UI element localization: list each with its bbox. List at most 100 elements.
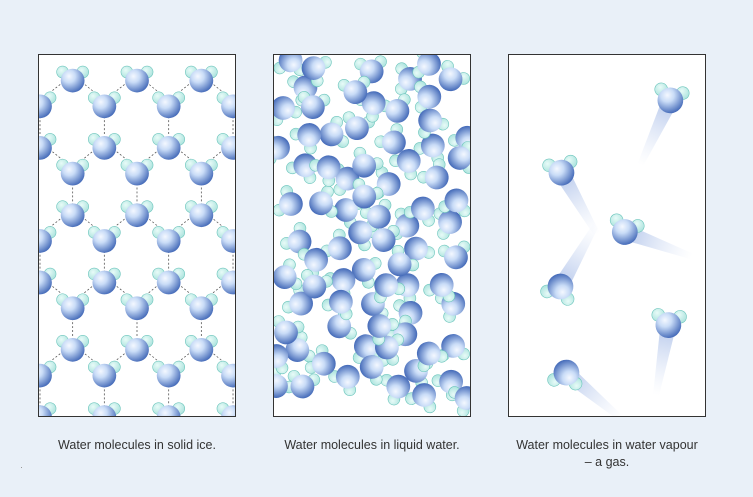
water-molecule-icon: [438, 188, 470, 218]
solid-ice-panel: [38, 54, 236, 417]
water-molecule-icon: [39, 360, 57, 388]
water-molecule-icon: [423, 272, 456, 303]
water-molecule-icon: [297, 247, 328, 279]
water-molecule-icon: [87, 402, 121, 416]
water-molecule-icon: [87, 360, 121, 388]
water-molecule-icon: [56, 335, 89, 362]
water-molecule-icon: [418, 108, 450, 139]
water-molecule-icon: [372, 166, 401, 199]
motion-trail-icon: [622, 224, 693, 260]
water-molecule-icon: [274, 344, 289, 375]
water-molecule-icon: [328, 364, 360, 397]
water-molecule-icon: [56, 200, 89, 228]
water-molecule-icon: [185, 65, 218, 93]
water-molecule-icon: [609, 213, 645, 245]
water-molecule-icon: [360, 198, 392, 229]
water-molecule-icon: [120, 335, 154, 362]
water-molecule-icon: [120, 200, 154, 228]
water-molecule-icon: [319, 116, 349, 148]
caption-line: Water molecules in solid ice.: [58, 438, 216, 452]
water-molecule-icon: [216, 133, 235, 160]
water-molecule-icon: [274, 132, 290, 165]
water-molecule-icon: [39, 402, 57, 416]
water-molecule-icon: [387, 245, 420, 277]
water-molecule-icon: [216, 226, 235, 253]
water-molecule-icon: [447, 141, 470, 174]
water-molecule-icon: [216, 91, 235, 119]
water-molecule-icon: [185, 158, 218, 186]
water-molecule-icon: [654, 82, 690, 114]
water-molecule-icon: [56, 293, 89, 321]
water-molecule-icon: [120, 158, 154, 186]
water-molecule-icon: [274, 96, 302, 126]
water-molecule-icon: [39, 267, 57, 295]
water-molecule-icon: [403, 196, 435, 227]
water-molecule-icon: [414, 80, 442, 114]
water-molecule-icon: [547, 359, 583, 391]
water-molecule-icon: [56, 158, 89, 186]
water-molecule-icon: [287, 370, 321, 399]
liquid-water-caption: Water molecules in liquid water.: [262, 437, 482, 454]
water-molecule-icon: [39, 91, 57, 119]
water-molecule-icon: [304, 344, 336, 376]
caption-line: Water molecules in liquid water.: [284, 438, 460, 452]
water-molecule-icon: [152, 133, 186, 160]
caption-line: – a gas.: [584, 455, 630, 469]
water-vapour-caption: Water molecules in water vapour – a gas.: [497, 437, 717, 471]
water-molecule-icon: [374, 273, 406, 304]
water-molecule-icon: [185, 200, 218, 228]
motion-trail-icon: [637, 97, 678, 167]
water-molecule-icon: [301, 56, 332, 88]
water-molecule-icon: [309, 185, 338, 218]
water-molecule-icon: [359, 354, 390, 386]
water-molecule-icon: [289, 123, 322, 155]
liquid-water-panel: [273, 54, 471, 417]
water-molecule-icon: [337, 75, 371, 105]
water-molecule-icon: [348, 219, 378, 252]
water-molecule-icon: [417, 158, 449, 190]
water-molecule-icon: [540, 273, 575, 306]
water-molecule-icon: [274, 315, 305, 345]
water-molecule-icon: [216, 402, 235, 416]
water-molecule-icon: [185, 335, 218, 362]
water-molecule-icon: [152, 91, 186, 119]
water-vapour-diagram: [540, 82, 693, 416]
water-molecule-icon: [351, 257, 382, 289]
caption-line: Water molecules in water vapour: [516, 438, 698, 452]
water-molecule-icon: [542, 154, 578, 186]
water-molecule-icon: [412, 55, 441, 79]
water-molecule-icon: [87, 91, 121, 119]
solid-ice-caption: Water molecules in solid ice.: [27, 437, 247, 454]
water-molecule-icon: [438, 60, 470, 92]
water-molecule-icon: [448, 386, 470, 416]
water-molecule-icon: [39, 226, 57, 253]
hydrogen-bonds: [39, 74, 234, 412]
water-molecule-icon: [352, 146, 384, 178]
water-molecule-icon: [87, 267, 121, 295]
water-molecule-icon: [87, 133, 121, 160]
water-molecule-icon: [301, 269, 333, 299]
liquid-water-diagram: [274, 55, 470, 416]
motion-trail-icon: [653, 323, 677, 396]
water-molecule-icon: [297, 91, 331, 120]
water-molecule-icon: [56, 65, 89, 93]
motion-trail-icon: [554, 168, 600, 236]
corner-mark: [21, 467, 22, 468]
water-molecule-icon: [352, 178, 384, 209]
water-molecule-icon: [309, 155, 341, 187]
water-molecule-icon: [405, 383, 437, 414]
water-molecule-icon: [120, 293, 154, 321]
water-molecule-icon: [152, 226, 186, 253]
water-molecule-icon: [120, 65, 154, 93]
water-molecule-icon: [152, 360, 186, 388]
water-molecule-icon: [274, 258, 303, 291]
water-molecule-icon: [438, 240, 470, 270]
water-molecule-icon: [152, 267, 186, 295]
water-molecule-icon: [416, 341, 448, 373]
water-molecule-icon: [285, 331, 316, 363]
water-vapour-panel: [508, 54, 706, 417]
motion-trail-icon: [553, 223, 599, 291]
water-molecule-icon: [380, 373, 411, 406]
water-molecule-icon: [152, 402, 186, 416]
water-molecule-icon: [216, 267, 235, 295]
